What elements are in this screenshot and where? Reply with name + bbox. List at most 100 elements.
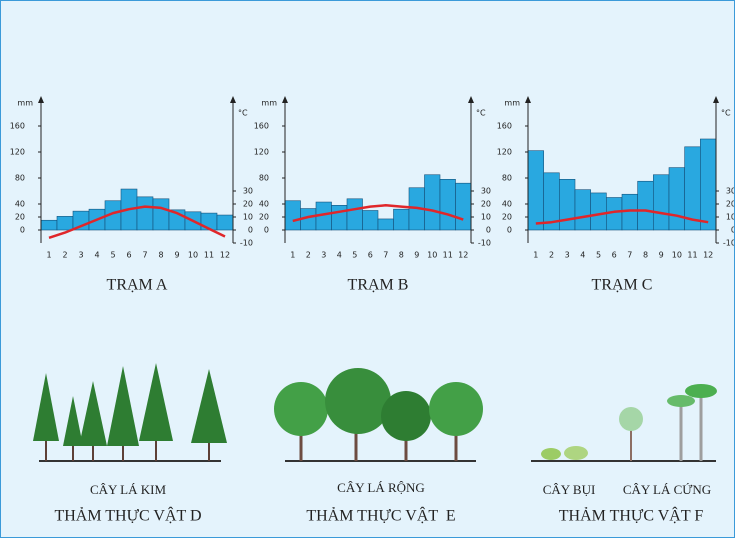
shrubs-and-sclerophylls [531,384,717,462]
y-axis-label: mm [504,99,520,108]
x-tick-label: 7 [383,251,388,260]
vegetation-title: THẢM THỰC VẬT D [54,506,201,525]
x-tick-label: 4 [580,251,585,260]
x-tick-label: 3 [321,251,326,260]
x-tick-label: 8 [158,251,163,260]
caption: CÂY LÁ RỘNG [337,480,425,495]
bar [527,150,544,231]
x-tick-label: 1 [46,251,51,260]
bar [40,219,58,231]
y-tick-label: 160 [497,122,512,131]
chart-title: TRẠM B [348,277,409,294]
y2-tick-label: 10 [726,213,734,222]
y2-tick-label: -10 [240,239,253,248]
y-tick-label: 80 [502,174,512,183]
bar [216,214,234,231]
bar [56,216,74,231]
bar [574,189,591,231]
y-tick-label: 160 [10,122,25,131]
y-tick-label: 20 [502,213,512,222]
x-tick-label: 12 [703,251,713,260]
y-tick-label: 20 [259,213,269,222]
x-tick-label: 1 [533,251,538,260]
bar [559,179,576,231]
bar [637,180,654,231]
y-axis-label: mm [17,99,33,108]
x-tick-label: 10 [188,251,198,260]
bar [362,210,379,231]
y2-tick-label: 10 [243,213,253,222]
y-tick-label: 0 [20,226,25,235]
broadleaf-trees [274,368,483,462]
bar [653,174,670,231]
vegetation-title: THẢM THỰC VẬT E [306,506,455,525]
y-axis-label: mm [261,99,277,108]
bar [455,182,472,231]
y2-tick-label: 0 [248,226,253,235]
y2-axis-label: °C [476,109,486,118]
y-tick-label: 40 [259,200,269,209]
bar [377,218,394,231]
y-tick-label: 40 [15,200,25,209]
vegetation-title: THẢM THỰC VẬT F [559,506,704,525]
y2-tick-label: 30 [726,187,734,196]
x-tick-label: 9 [414,251,419,260]
x-tick-label: 5 [596,251,601,260]
x-tick-label: 9 [174,251,179,260]
x-tick-label: 8 [643,251,648,260]
x-tick-label: 3 [565,251,570,260]
y2-axis-label: °C [721,109,731,118]
y-tick-label: 120 [497,148,512,157]
chart-title: TRẠM A [107,277,168,294]
x-tick-label: 2 [549,251,554,260]
y-tick-label: 0 [264,226,269,235]
x-tick-label: 3 [78,251,83,260]
arrow [468,96,474,103]
y-tick-label: 40 [502,200,512,209]
x-tick-label: 12 [458,251,468,260]
y-tick-label: 120 [254,148,269,157]
x-tick-label: 1 [290,251,295,260]
y2-tick-label: 20 [481,200,491,209]
y-tick-label: 80 [259,174,269,183]
x-tick-label: 10 [427,251,437,260]
bar [393,208,410,231]
temperature-line [48,205,226,239]
arrow [713,96,719,103]
x-tick-label: 7 [142,251,147,260]
x-tick-label: 5 [110,251,115,260]
conifers [33,363,227,462]
x-tick-label: 9 [659,251,664,260]
temperature-line [292,204,464,223]
x-tick-label: 6 [368,251,373,260]
bar [331,205,348,231]
bar [700,138,717,231]
x-tick-label: 6 [126,251,131,260]
bar [284,200,301,231]
y-tick-label: 20 [15,213,25,222]
bar [590,192,607,231]
y2-tick-label: -10 [478,239,491,248]
x-tick-label: 11 [443,251,453,260]
bar [152,198,170,231]
x-tick-label: 2 [62,251,67,260]
bar [346,198,363,231]
chart-title: TRẠM C [592,277,653,294]
x-tick-label: 12 [220,251,230,260]
x-tick-label: 4 [94,251,99,260]
x-tick-label: 7 [627,251,632,260]
x-tick-label: 11 [687,251,697,260]
bar [668,167,685,231]
y2-tick-label: 20 [243,200,253,209]
temperature-line [535,209,709,225]
y2-tick-label: 10 [481,213,491,222]
bar [439,179,456,231]
x-tick-label: 4 [337,251,342,260]
y-tick-label: 120 [10,148,25,157]
y2-tick-label: 0 [486,226,491,235]
y2-tick-label: 30 [243,187,253,196]
bar [424,174,441,231]
y2-axis-label: °C [238,109,248,118]
